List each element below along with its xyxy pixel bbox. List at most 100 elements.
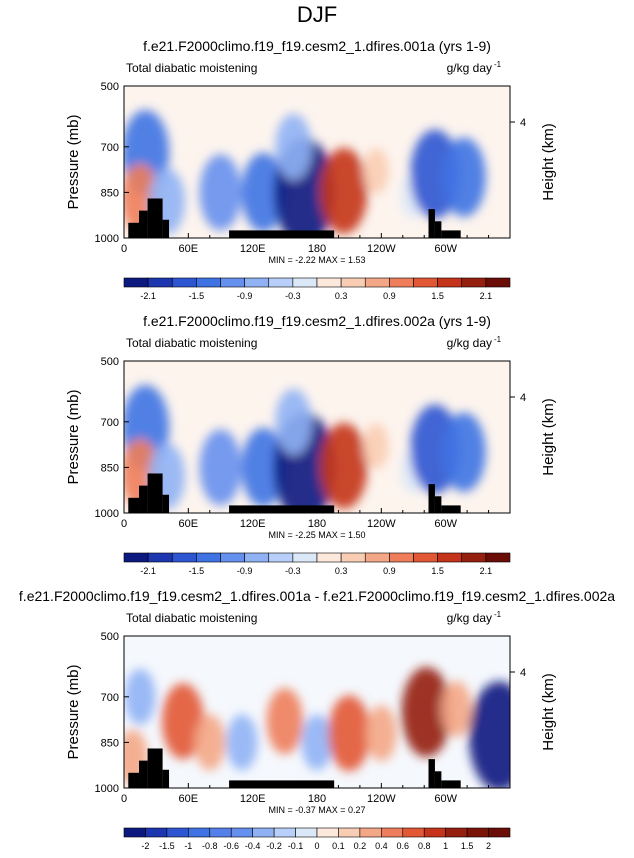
y-tick-label: 500 bbox=[101, 631, 119, 643]
colorbar-swatch bbox=[292, 277, 318, 288]
colorbar-swatch bbox=[316, 277, 342, 288]
contour-feature bbox=[320, 147, 368, 234]
x-tick-label: 180 bbox=[308, 243, 326, 255]
colorbar-swatch bbox=[389, 552, 414, 563]
x-tick-label: 180 bbox=[308, 793, 326, 805]
y2-tick-label: 4 bbox=[520, 392, 526, 404]
colorbar-swatch bbox=[123, 827, 146, 838]
colorbar-label: -2.1 bbox=[140, 291, 156, 301]
contour-feature bbox=[401, 667, 452, 757]
colorbar-swatch bbox=[145, 827, 168, 838]
colorbar-swatch bbox=[389, 277, 414, 288]
contour-feature bbox=[275, 113, 312, 180]
contour-feature bbox=[266, 688, 304, 755]
land-mask bbox=[139, 760, 148, 788]
colorbar-label: -0.6 bbox=[223, 841, 239, 851]
colorbar-swatch bbox=[188, 827, 211, 838]
colorbar-swatch bbox=[244, 277, 270, 288]
colorbar-label: 0.3 bbox=[335, 566, 348, 576]
land-mask bbox=[147, 473, 163, 513]
units-label: g/kg day bbox=[447, 336, 492, 350]
x-tick-label: 120W bbox=[367, 518, 396, 530]
land-mask bbox=[434, 771, 442, 788]
y-tick-label: 500 bbox=[101, 81, 119, 93]
x-tick-label: 0 bbox=[121, 243, 127, 255]
colorbar-swatch bbox=[171, 552, 197, 563]
colorbar-swatch bbox=[461, 277, 487, 288]
land-mask bbox=[434, 496, 442, 513]
contour-feature bbox=[328, 695, 371, 772]
colorbar-swatch bbox=[196, 277, 221, 288]
colorbar-swatch bbox=[488, 827, 511, 838]
colorbar-swatch bbox=[252, 827, 275, 838]
colorbar-label: 0 bbox=[314, 841, 319, 851]
panel-title: f.e21.F2000climo.f19_f19.cesm2_1.dfires.… bbox=[18, 588, 616, 604]
contour-panel: Total diabatic moistening g/kg day -1 500 70… bbox=[65, 60, 557, 301]
colorbar-swatch bbox=[445, 827, 468, 838]
land-mask bbox=[128, 497, 140, 513]
y-tick-label: 1000 bbox=[95, 233, 119, 245]
land-mask bbox=[434, 221, 442, 238]
y2-tick-label: 4 bbox=[520, 117, 526, 129]
x-tick-label: 60E bbox=[179, 243, 199, 255]
colorbar-swatch bbox=[292, 552, 318, 563]
colorbar-label: 1 bbox=[443, 841, 448, 851]
colorbar-swatch bbox=[209, 827, 232, 838]
x-tick-label: 120W bbox=[367, 793, 396, 805]
colorbar-label: 1.5 bbox=[431, 566, 444, 576]
colorbar-swatch bbox=[340, 277, 366, 288]
field-label: Total diabatic moistening bbox=[126, 336, 257, 350]
colorbar-swatch bbox=[147, 277, 173, 288]
colorbar-swatch bbox=[220, 552, 245, 563]
x-tick-label: 120W bbox=[367, 243, 396, 255]
y-axis-label: Pressure (mb) bbox=[65, 114, 82, 209]
contour-feature bbox=[363, 148, 389, 195]
x-tick-label: 60E bbox=[179, 518, 199, 530]
land-mask bbox=[128, 772, 140, 788]
y-tick-label: 700 bbox=[101, 142, 119, 154]
land-mask bbox=[428, 759, 435, 788]
land-mask bbox=[229, 230, 335, 238]
contour-feature bbox=[241, 152, 286, 233]
x-tick-label: 180 bbox=[308, 518, 326, 530]
contour-feature bbox=[440, 680, 472, 737]
x-tick-label: 0 bbox=[121, 793, 127, 805]
colorbar-label: -0.3 bbox=[285, 566, 301, 576]
colorbar-swatch bbox=[295, 827, 318, 838]
colorbar-label: 0.9 bbox=[383, 291, 396, 301]
colorbar-label: 1.5 bbox=[431, 291, 444, 301]
y-tick-label: 700 bbox=[101, 692, 119, 704]
min-max-stats: MIN = -0.37 MAX = 0.27 bbox=[268, 805, 365, 815]
land-mask bbox=[428, 209, 435, 238]
y2-tick-label: 4 bbox=[520, 667, 526, 679]
colorbar-swatch bbox=[381, 827, 404, 838]
land-mask bbox=[162, 494, 170, 513]
land-mask bbox=[139, 485, 148, 513]
units-label: g/kg day bbox=[447, 611, 492, 625]
land-mask bbox=[139, 210, 148, 238]
y2-axis-label: Height (km) bbox=[540, 673, 557, 751]
colorbar-swatch bbox=[220, 277, 245, 288]
field-label: Total diabatic moistening bbox=[126, 611, 257, 625]
colorbar-label: -0.3 bbox=[285, 291, 301, 301]
colorbar-label: 1.5 bbox=[461, 841, 474, 851]
colorbar-swatch bbox=[147, 552, 173, 563]
land-mask bbox=[147, 748, 163, 788]
land-mask bbox=[147, 198, 163, 238]
colorbar-swatch bbox=[268, 277, 294, 288]
contour-feature bbox=[441, 137, 486, 217]
colorbar-label: -2 bbox=[141, 841, 149, 851]
colorbar-swatch bbox=[423, 827, 446, 838]
contour-panel: Total diabatic moistening g/kg day -1 500 70… bbox=[65, 335, 557, 576]
colorbar-swatch bbox=[123, 277, 149, 288]
y-tick-label: 850 bbox=[101, 737, 119, 749]
colorbar-swatch bbox=[338, 827, 361, 838]
contour-feature bbox=[161, 683, 204, 760]
field-label: Total diabatic moistening bbox=[126, 61, 257, 75]
colorbar-swatch bbox=[466, 827, 489, 838]
contour-field bbox=[124, 361, 510, 513]
contour-feature bbox=[241, 427, 286, 508]
contour-feature bbox=[194, 714, 226, 771]
y-tick-label: 1000 bbox=[95, 783, 119, 795]
units-exponent: -1 bbox=[494, 335, 502, 344]
